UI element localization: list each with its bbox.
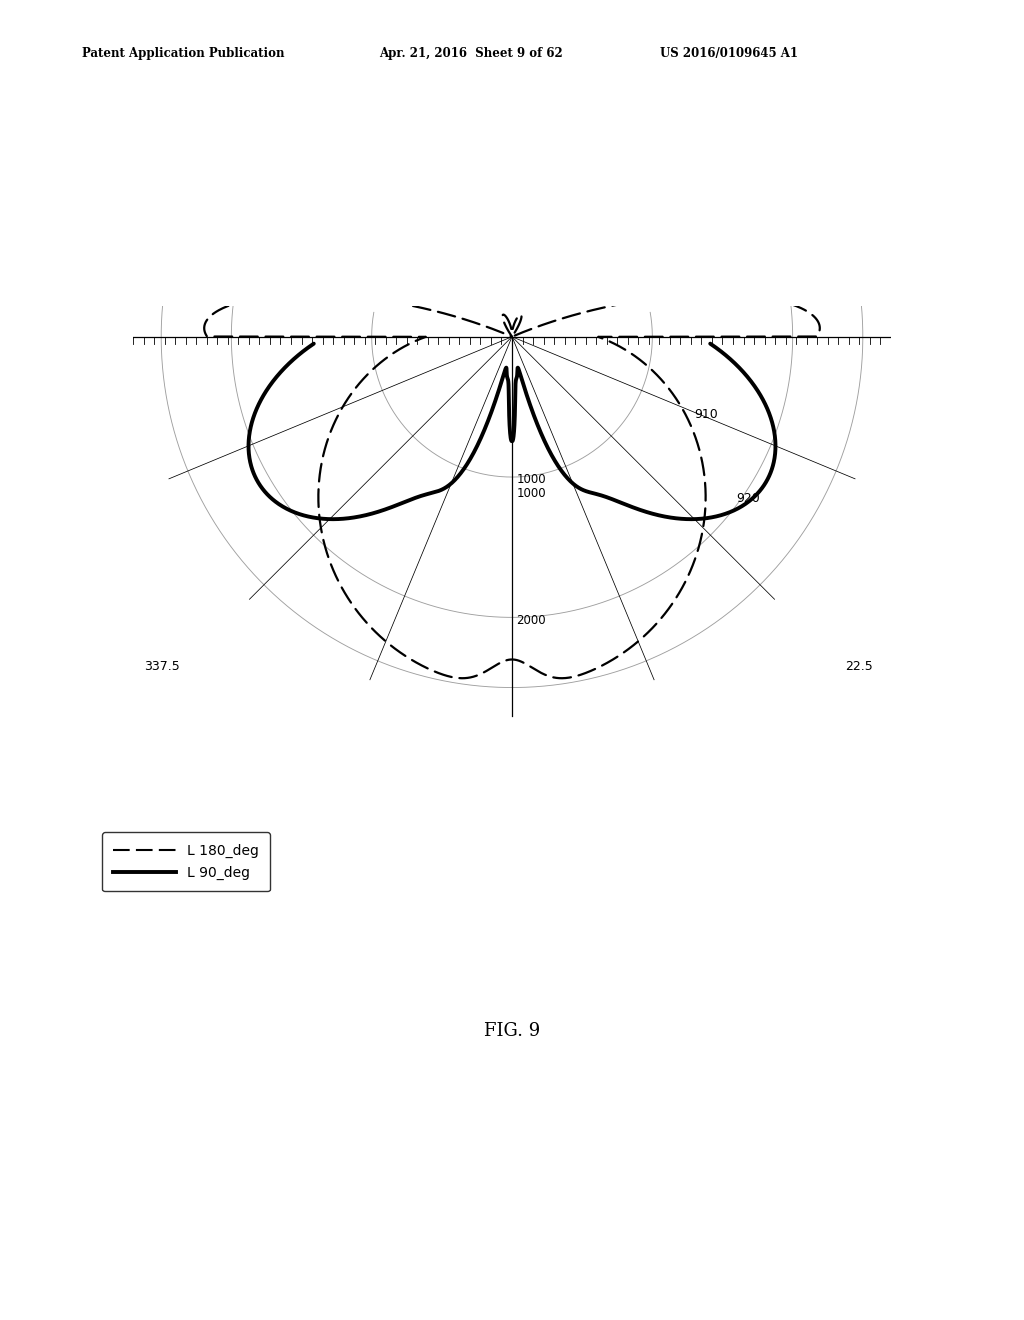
Text: US 2016/0109645 A1: US 2016/0109645 A1 <box>660 46 799 59</box>
Text: FIG. 9: FIG. 9 <box>484 1022 540 1040</box>
Text: 337.5: 337.5 <box>144 660 180 673</box>
Text: Patent Application Publication: Patent Application Publication <box>82 46 285 59</box>
Text: 22.5: 22.5 <box>846 660 873 673</box>
Text: 920: 920 <box>736 492 760 506</box>
Text: Apr. 21, 2016  Sheet 9 of 62: Apr. 21, 2016 Sheet 9 of 62 <box>379 46 562 59</box>
Legend: L 180_deg, L 90_deg: L 180_deg, L 90_deg <box>102 833 270 891</box>
Text: 2000: 2000 <box>516 614 546 627</box>
Text: 1000: 1000 <box>516 487 546 500</box>
Text: 1000: 1000 <box>516 474 546 486</box>
Text: 910: 910 <box>694 408 718 421</box>
